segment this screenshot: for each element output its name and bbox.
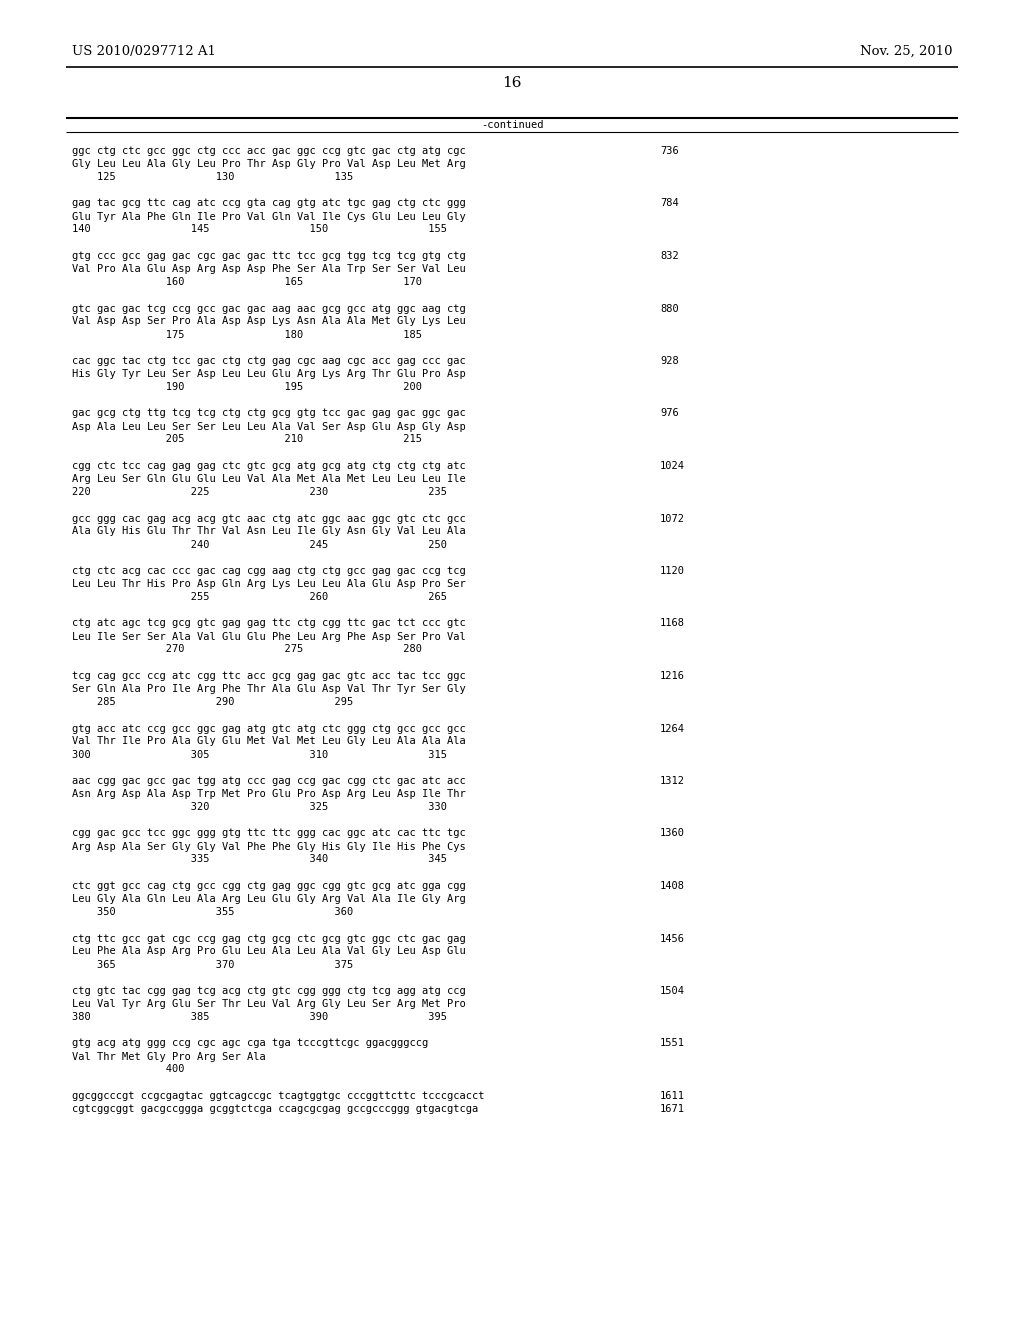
Text: Leu Val Tyr Arg Glu Ser Thr Leu Val Arg Gly Leu Ser Arg Met Pro: Leu Val Tyr Arg Glu Ser Thr Leu Val Arg … — [72, 999, 466, 1008]
Text: Asn Arg Asp Ala Asp Trp Met Pro Glu Pro Asp Arg Leu Asp Ile Thr: Asn Arg Asp Ala Asp Trp Met Pro Glu Pro … — [72, 789, 466, 799]
Text: ctg atc agc tcg gcg gtc gag gag ttc ctg cgg ttc gac tct ccc gtc: ctg atc agc tcg gcg gtc gag gag ttc ctg … — [72, 619, 466, 628]
Text: 832: 832 — [660, 251, 679, 261]
Text: gtg ccc gcc gag gac cgc gac gac ttc tcc gcg tgg tcg tcg gtg ctg: gtg ccc gcc gag gac cgc gac gac ttc tcc … — [72, 251, 466, 261]
Text: 880: 880 — [660, 304, 679, 314]
Text: 928: 928 — [660, 356, 679, 366]
Text: gtg acc atc ccg gcc ggc gag atg gtc atg ctc ggg ctg gcc gcc gcc: gtg acc atc ccg gcc ggc gag atg gtc atg … — [72, 723, 466, 734]
Text: Val Asp Asp Ser Pro Ala Asp Asp Lys Asn Ala Ala Met Gly Lys Leu: Val Asp Asp Ser Pro Ala Asp Asp Lys Asn … — [72, 317, 466, 326]
Text: Leu Gly Ala Gln Leu Ala Arg Leu Glu Gly Arg Val Ala Ile Gly Arg: Leu Gly Ala Gln Leu Ala Arg Leu Glu Gly … — [72, 894, 466, 904]
Text: 1671: 1671 — [660, 1105, 685, 1114]
Text: 1264: 1264 — [660, 723, 685, 734]
Text: gac gcg ctg ttg tcg tcg ctg ctg gcg gtg tcc gac gag gac ggc gac: gac gcg ctg ttg tcg tcg ctg ctg gcg gtg … — [72, 408, 466, 418]
Text: 350                355                360: 350 355 360 — [72, 907, 353, 917]
Text: gtc gac gac tcg ccg gcc gac gac aag aac gcg gcc atg ggc aag ctg: gtc gac gac tcg ccg gcc gac gac aag aac … — [72, 304, 466, 314]
Text: 1504: 1504 — [660, 986, 685, 997]
Text: 335                340                345: 335 340 345 — [72, 854, 447, 865]
Text: Ala Gly His Glu Thr Thr Val Asn Leu Ile Gly Asn Gly Val Leu Ala: Ala Gly His Glu Thr Thr Val Asn Leu Ile … — [72, 527, 466, 536]
Text: 125                130                135: 125 130 135 — [72, 172, 353, 182]
Text: 140                145                150                155: 140 145 150 155 — [72, 224, 447, 235]
Text: ctg gtc tac cgg gag tcg acg ctg gtc cgg ggg ctg tcg agg atg ccg: ctg gtc tac cgg gag tcg acg ctg gtc cgg … — [72, 986, 466, 997]
Text: 736: 736 — [660, 147, 679, 156]
Text: Gly Leu Leu Ala Gly Leu Pro Thr Asp Gly Pro Val Asp Leu Met Arg: Gly Leu Leu Ala Gly Leu Pro Thr Asp Gly … — [72, 158, 466, 169]
Text: 320                325                330: 320 325 330 — [72, 803, 447, 812]
Text: US 2010/0297712 A1: US 2010/0297712 A1 — [72, 45, 216, 58]
Text: 1216: 1216 — [660, 671, 685, 681]
Text: gtg acg atg ggg ccg cgc agc cga tga tcccgttcgc ggacgggccg: gtg acg atg ggg ccg cgc agc cga tga tccc… — [72, 1039, 428, 1048]
Text: 1456: 1456 — [660, 933, 685, 944]
Text: ctc ggt gcc cag ctg gcc cgg ctg gag ggc cgg gtc gcg atc gga cgg: ctc ggt gcc cag ctg gcc cgg ctg gag ggc … — [72, 880, 466, 891]
Text: His Gly Tyr Leu Ser Asp Leu Leu Glu Arg Lys Arg Thr Glu Pro Asp: His Gly Tyr Leu Ser Asp Leu Leu Glu Arg … — [72, 370, 466, 379]
Text: gcc ggg cac gag acg acg gtc aac ctg atc ggc aac ggc gtc ctc gcc: gcc ggg cac gag acg acg gtc aac ctg atc … — [72, 513, 466, 524]
Text: Nov. 25, 2010: Nov. 25, 2010 — [859, 45, 952, 58]
Text: Leu Leu Thr His Pro Asp Gln Arg Lys Leu Leu Ala Glu Asp Pro Ser: Leu Leu Thr His Pro Asp Gln Arg Lys Leu … — [72, 579, 466, 589]
Text: 380                385                390                395: 380 385 390 395 — [72, 1012, 447, 1022]
Text: cgg ctc tcc cag gag gag ctc gtc gcg atg gcg atg ctg ctg ctg atc: cgg ctc tcc cag gag gag ctc gtc gcg atg … — [72, 461, 466, 471]
Text: 16: 16 — [502, 77, 522, 90]
Text: 1312: 1312 — [660, 776, 685, 785]
Text: 255                260                265: 255 260 265 — [72, 591, 447, 602]
Text: ctg ttc gcc gat cgc ccg gag ctg gcg ctc gcg gtc ggc ctc gac gag: ctg ttc gcc gat cgc ccg gag ctg gcg ctc … — [72, 933, 466, 944]
Text: 160                165                170: 160 165 170 — [72, 277, 422, 286]
Text: Asp Ala Leu Leu Ser Ser Leu Leu Ala Val Ser Asp Glu Asp Gly Asp: Asp Ala Leu Leu Ser Ser Leu Leu Ala Val … — [72, 421, 466, 432]
Text: tcg cag gcc ccg atc cgg ttc acc gcg gag gac gtc acc tac tcc ggc: tcg cag gcc ccg atc cgg ttc acc gcg gag … — [72, 671, 466, 681]
Text: 285                290                295: 285 290 295 — [72, 697, 353, 708]
Text: Leu Phe Ala Asp Arg Pro Glu Leu Ala Leu Ala Val Gly Leu Asp Glu: Leu Phe Ala Asp Arg Pro Glu Leu Ala Leu … — [72, 946, 466, 957]
Text: 784: 784 — [660, 198, 679, 209]
Text: 365                370                375: 365 370 375 — [72, 960, 353, 969]
Text: 1611: 1611 — [660, 1092, 685, 1101]
Text: cac ggc tac ctg tcc gac ctg ctg gag cgc aag cgc acc gag ccc gac: cac ggc tac ctg tcc gac ctg ctg gag cgc … — [72, 356, 466, 366]
Text: Ser Gln Ala Pro Ile Arg Phe Thr Ala Glu Asp Val Thr Tyr Ser Gly: Ser Gln Ala Pro Ile Arg Phe Thr Ala Glu … — [72, 684, 466, 694]
Text: Arg Leu Ser Gln Glu Glu Leu Val Ala Met Ala Met Leu Leu Leu Ile: Arg Leu Ser Gln Glu Glu Leu Val Ala Met … — [72, 474, 466, 484]
Text: -continued: -continued — [480, 120, 544, 129]
Text: 1120: 1120 — [660, 566, 685, 576]
Text: 205                210                215: 205 210 215 — [72, 434, 422, 445]
Text: 190                195                200: 190 195 200 — [72, 381, 422, 392]
Text: 400: 400 — [72, 1064, 184, 1074]
Text: 270                275                280: 270 275 280 — [72, 644, 422, 655]
Text: 1168: 1168 — [660, 619, 685, 628]
Text: Arg Asp Ala Ser Gly Gly Val Phe Phe Gly His Gly Ile His Phe Cys: Arg Asp Ala Ser Gly Gly Val Phe Phe Gly … — [72, 842, 466, 851]
Text: 1551: 1551 — [660, 1039, 685, 1048]
Text: 1072: 1072 — [660, 513, 685, 524]
Text: 175                180                185: 175 180 185 — [72, 330, 422, 339]
Text: ctg ctc acg cac ccc gac cag cgg aag ctg ctg gcc gag gac ccg tcg: ctg ctc acg cac ccc gac cag cgg aag ctg … — [72, 566, 466, 576]
Text: Glu Tyr Ala Phe Gln Ile Pro Val Gln Val Ile Cys Glu Leu Leu Gly: Glu Tyr Ala Phe Gln Ile Pro Val Gln Val … — [72, 211, 466, 222]
Text: 1408: 1408 — [660, 880, 685, 891]
Text: 1024: 1024 — [660, 461, 685, 471]
Text: Val Pro Ala Glu Asp Arg Asp Asp Phe Ser Ala Trp Ser Ser Val Leu: Val Pro Ala Glu Asp Arg Asp Asp Phe Ser … — [72, 264, 466, 275]
Text: 1360: 1360 — [660, 829, 685, 838]
Text: Val Thr Ile Pro Ala Gly Glu Met Val Met Leu Gly Leu Ala Ala Ala: Val Thr Ile Pro Ala Gly Glu Met Val Met … — [72, 737, 466, 747]
Text: 300                305                310                315: 300 305 310 315 — [72, 750, 447, 759]
Text: ggc ctg ctc gcc ggc ctg ccc acc gac ggc ccg gtc gac ctg atg cgc: ggc ctg ctc gcc ggc ctg ccc acc gac ggc … — [72, 147, 466, 156]
Text: Leu Ile Ser Ser Ala Val Glu Glu Phe Leu Arg Phe Asp Ser Pro Val: Leu Ile Ser Ser Ala Val Glu Glu Phe Leu … — [72, 631, 466, 642]
Text: cgtcggcggt gacgccggga gcggtctcga ccagcgcgag gccgcccggg gtgacgtcga: cgtcggcggt gacgccggga gcggtctcga ccagcgc… — [72, 1105, 478, 1114]
Text: ggcggcccgt ccgcgagtac ggtcagccgc tcagtggtgc cccggttcttc tcccgcacct: ggcggcccgt ccgcgagtac ggtcagccgc tcagtgg… — [72, 1092, 484, 1101]
Text: 220                225                230                235: 220 225 230 235 — [72, 487, 447, 498]
Text: Val Thr Met Gly Pro Arg Ser Ala: Val Thr Met Gly Pro Arg Ser Ala — [72, 1052, 266, 1061]
Text: 240                245                250: 240 245 250 — [72, 540, 447, 549]
Text: cgg gac gcc tcc ggc ggg gtg ttc ttc ggg cac ggc atc cac ttc tgc: cgg gac gcc tcc ggc ggg gtg ttc ttc ggg … — [72, 829, 466, 838]
Text: aac cgg gac gcc gac tgg atg ccc gag ccg gac cgg ctc gac atc acc: aac cgg gac gcc gac tgg atg ccc gag ccg … — [72, 776, 466, 785]
Text: gag tac gcg ttc cag atc ccg gta cag gtg atc tgc gag ctg ctc ggg: gag tac gcg ttc cag atc ccg gta cag gtg … — [72, 198, 466, 209]
Text: 976: 976 — [660, 408, 679, 418]
